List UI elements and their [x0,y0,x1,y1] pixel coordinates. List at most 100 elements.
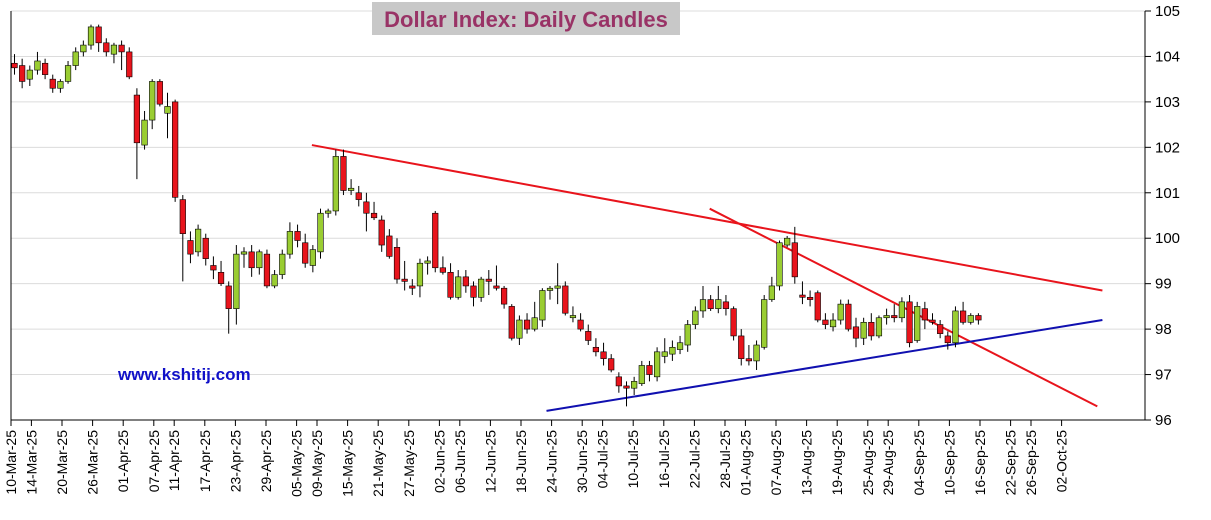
x-tick-label: 19-Aug-25 [829,430,845,496]
candle-body-down [906,301,913,344]
candle [271,270,278,289]
x-tick-label: 02-Oct-25 [1054,430,1070,492]
candles [11,24,982,407]
candle-body-down [225,285,232,309]
candle-body-up [967,315,974,323]
trendline-resistance-upper [311,144,1103,292]
candle-body-up [669,346,676,355]
candle-body-up [317,212,324,253]
candle [424,256,431,275]
candle-body-down [156,81,163,105]
candle-body-up [875,317,883,337]
candle [959,301,967,325]
candle [393,238,401,284]
candle [692,306,699,330]
candle [294,224,301,248]
candle-body-up [347,187,355,191]
candle [11,54,18,75]
x-tick-label: 07-Aug-25 [768,430,784,496]
candle [845,299,852,332]
candle [868,313,875,341]
candle-body-down [179,199,186,234]
candle-body-up [554,285,561,289]
candle-body-down [126,51,133,78]
candle-body-down [646,365,653,375]
candle-body-up [661,351,668,357]
candle-body-up [416,262,424,287]
candle-body-up [478,278,485,298]
candle [975,313,982,325]
candle [944,331,951,350]
candle [317,208,324,259]
candle [631,376,638,396]
candle-body-down [500,287,508,305]
candle [906,295,913,348]
candle [386,229,393,259]
candle [164,92,171,139]
candle-body-down [791,242,798,278]
x-tick-label: 14-Mar-25 [23,430,39,495]
candle-body-down [523,319,531,330]
candle-body-up [516,319,523,339]
candle [608,354,615,373]
candle-body-up [546,287,554,291]
candle [699,285,707,318]
x-tick-label: 16-Jul-25 [656,430,672,489]
candle-body-down [378,219,385,246]
candle [623,381,630,407]
x-tick-label: 10-Mar-25 [3,430,19,495]
candle-body-up [64,65,72,82]
x-tick-label: 06-Jun-25 [452,430,468,493]
y-tick-label: 98 [1155,321,1172,338]
candle-body-down [959,310,967,323]
candle-body-up [829,319,837,328]
candle [26,65,33,86]
x-tick-label: 01-Aug-25 [737,430,753,496]
candle-body-down [600,351,607,359]
x-tick-label: 05-May-25 [289,430,305,497]
x-tick-label: 09-May-25 [309,430,325,497]
candle [761,295,768,350]
candle [378,215,385,252]
candle-body-up [57,81,64,89]
candle [87,24,95,50]
chart-title-background [372,2,680,35]
candle [279,249,286,280]
candle [676,335,684,355]
candle-body-up [784,237,791,246]
candle [784,235,791,248]
candle [493,265,500,291]
candle [562,281,569,316]
candle [233,245,240,325]
x-tick-label: 15-May-25 [340,430,356,497]
candle-body-down [822,319,829,325]
x-tick-label: 11-Apr-25 [166,430,182,491]
candle [806,290,814,307]
candle [248,245,255,277]
x-tick-label: 12-Jun-25 [482,430,498,493]
x-tick-label: 17-Apr-25 [197,430,213,492]
candle-body-down [937,324,944,334]
candle [126,47,133,80]
candle-body-down [263,253,271,287]
candle [340,149,347,196]
candle-body-up [776,242,783,287]
candle-body-down [577,319,584,330]
candle [937,320,944,339]
candle-body-up [531,317,538,330]
candle-body-down [929,319,936,323]
candle-body-down [11,62,18,69]
candle-body-down [386,235,393,257]
candle-body-up [883,315,890,319]
candle [539,288,546,327]
candle [217,260,225,286]
candle-body-up [141,119,148,146]
candle-body-up [715,299,722,309]
candle-body-up [87,26,95,46]
candle [363,192,370,232]
candle [745,345,752,366]
x-tick-label: 26-Mar-25 [85,430,101,495]
candle-body-down [363,201,370,214]
candle-body-down [202,237,209,259]
candle-body-down [248,251,255,269]
